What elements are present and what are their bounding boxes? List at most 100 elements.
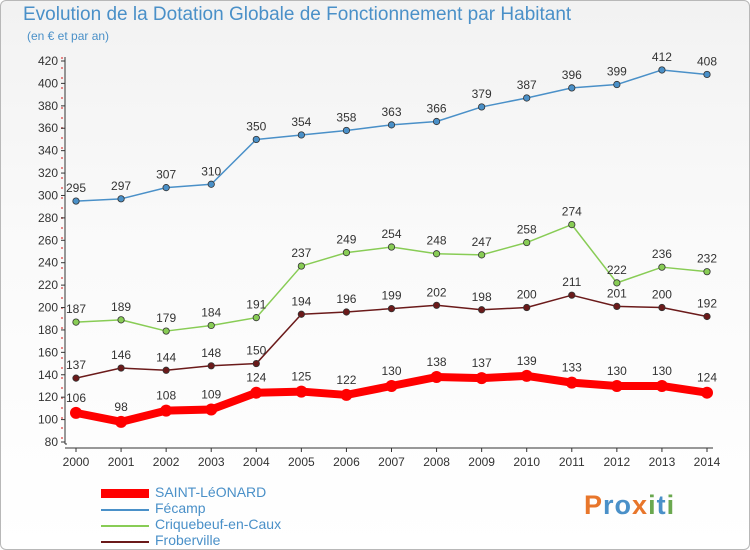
data-label-criquebeuf-en-caux: 189	[111, 300, 131, 314]
data-point-froberville	[162, 366, 170, 374]
data-label-saint-leonard: 98	[114, 400, 128, 414]
data-label-saint-leonard: 137	[472, 356, 492, 370]
data-label-fecamp: 408	[697, 54, 717, 68]
data-label-saint-leonard: 130	[607, 364, 627, 378]
data-point-froberville	[297, 310, 305, 318]
x-tick-label: 2006	[333, 455, 360, 469]
data-label-criquebeuf-en-caux: 237	[291, 246, 311, 260]
data-label-criquebeuf-en-caux: 232	[697, 252, 717, 266]
data-point-froberville	[523, 303, 531, 312]
data-point-criquebeuf-en-caux	[387, 243, 396, 251]
data-point-froberville	[207, 362, 215, 370]
data-label-criquebeuf-en-caux: 187	[66, 302, 86, 316]
data-point-criquebeuf-en-caux	[162, 327, 170, 335]
data-label-froberville: 148	[201, 346, 221, 360]
data-label-froberville: 194	[291, 294, 311, 308]
data-point-fecamp	[703, 70, 711, 79]
data-label-froberville: 150	[246, 344, 266, 358]
data-point-froberville	[658, 303, 666, 312]
x-tick-label: 2011	[559, 455, 585, 469]
x-tick-label: 2014	[694, 455, 721, 469]
data-label-fecamp: 387	[517, 78, 537, 92]
data-point-fecamp	[252, 135, 260, 144]
data-point-froberville	[387, 305, 396, 313]
data-label-fecamp: 363	[381, 105, 401, 119]
data-point-froberville	[342, 308, 351, 316]
data-point-fecamp	[207, 180, 215, 188]
data-point-criquebeuf-en-caux	[432, 250, 441, 258]
data-point-criquebeuf-en-caux	[568, 221, 576, 229]
data-label-saint-leonard: 108	[156, 389, 176, 403]
y-tick-label: 200	[38, 301, 58, 315]
legend-item-saint-leonard: SAINT-LéONARD	[101, 484, 361, 501]
data-label-froberville: 202	[427, 285, 447, 299]
chart-title: Evolution de la Dotation Globale de Fonc…	[23, 4, 572, 25]
data-point-saint-leonard	[565, 376, 578, 389]
x-tick-label: 2000	[63, 455, 90, 469]
y-tick-label: 300	[38, 188, 58, 202]
data-point-saint-leonard	[160, 404, 173, 417]
data-label-criquebeuf-en-caux: 249	[336, 233, 356, 247]
x-tick-label: 2004	[243, 455, 270, 469]
legend-swatch-froberville	[101, 541, 149, 543]
data-label-fecamp: 295	[66, 181, 86, 195]
data-label-saint-leonard: 106	[66, 391, 86, 405]
data-point-criquebeuf-en-caux	[72, 318, 80, 326]
data-label-fecamp: 354	[291, 115, 311, 129]
data-label-saint-leonard: 130	[652, 364, 672, 378]
legend-item-criquebeuf-en-caux: Criquebeuf-en-Caux	[101, 516, 361, 533]
y-tick-label: 320	[38, 166, 58, 180]
data-point-fecamp	[72, 197, 80, 205]
data-point-criquebeuf-en-caux	[117, 316, 125, 324]
data-label-saint-leonard: 109	[201, 388, 221, 402]
data-point-saint-leonard	[610, 379, 623, 392]
data-label-saint-leonard: 124	[697, 371, 717, 385]
x-tick-label: 2002	[153, 455, 180, 469]
x-tick-label: 2007	[378, 455, 405, 469]
data-point-criquebeuf-en-caux	[703, 268, 711, 276]
data-label-criquebeuf-en-caux: 191	[246, 298, 266, 312]
data-label-criquebeuf-en-caux: 179	[156, 311, 176, 325]
data-label-fecamp: 396	[562, 68, 582, 82]
y-tick-label: 100	[38, 413, 58, 427]
data-label-froberville: 146	[111, 348, 131, 362]
data-point-fecamp	[523, 94, 531, 102]
data-point-fecamp	[342, 126, 351, 135]
y-tick-label: 140	[38, 368, 58, 382]
y-tick-label: 180	[38, 323, 58, 337]
data-label-froberville: 196	[336, 292, 356, 306]
data-point-froberville	[613, 302, 621, 311]
data-point-fecamp	[162, 184, 170, 192]
data-point-criquebeuf-en-caux	[613, 279, 621, 287]
legend-swatch-saint-leonard	[101, 489, 149, 498]
legend-swatch-criquebeuf-en-caux	[101, 525, 149, 527]
data-point-saint-leonard	[520, 369, 533, 382]
data-label-fecamp: 310	[201, 164, 221, 178]
y-tick-label: 420	[38, 54, 58, 68]
y-tick-label: 280	[38, 211, 58, 225]
data-label-froberville: 200	[517, 288, 537, 302]
data-label-fecamp: 307	[156, 168, 176, 182]
data-point-criquebeuf-en-caux	[342, 249, 351, 257]
data-point-fecamp	[568, 84, 576, 92]
x-tick-label: 2003	[198, 455, 225, 469]
data-point-froberville	[478, 306, 486, 314]
y-tick-label: 120	[38, 390, 58, 404]
data-label-froberville: 198	[472, 290, 492, 304]
data-point-saint-leonard	[115, 415, 128, 428]
y-tick-label: 360	[38, 121, 58, 135]
x-tick-label: 2001	[108, 455, 135, 469]
legend-label-fecamp: Fécamp	[155, 500, 206, 516]
data-label-froberville: 144	[156, 350, 176, 364]
data-label-saint-leonard: 138	[427, 355, 447, 369]
legend-item-fecamp: Fécamp	[101, 500, 361, 517]
data-label-saint-leonard: 122	[336, 373, 356, 387]
proxiti-logo: Proxiti	[584, 490, 676, 520]
data-label-criquebeuf-en-caux: 247	[472, 235, 492, 249]
data-point-fecamp	[478, 103, 486, 111]
legend-label-criquebeuf-en-caux: Criquebeuf-en-Caux	[155, 516, 282, 532]
data-point-criquebeuf-en-caux	[658, 263, 666, 271]
data-point-saint-leonard	[655, 379, 668, 392]
legend: SAINT-LéONARD Fécamp Criquebeuf-en-Caux Fro…	[101, 484, 361, 549]
